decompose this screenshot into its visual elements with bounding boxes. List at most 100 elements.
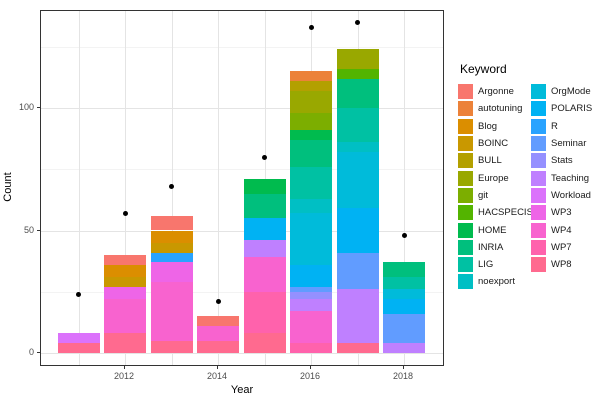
bar-segment [383, 299, 425, 314]
legend-title: Keyword [460, 62, 507, 76]
legend-label: POLARIS [551, 103, 593, 115]
legend-swatch-wp8 [531, 257, 546, 273]
legend-swatch-europe [458, 170, 473, 186]
legend-label: WP7 [551, 241, 572, 253]
x-tick-label: 2018 [392, 371, 414, 381]
legend-item: R [531, 118, 598, 135]
bar-segment [336, 208, 379, 253]
data-point [122, 210, 128, 216]
legend-label: autotuning [478, 103, 523, 115]
data-point [76, 291, 81, 297]
legend-swatch-lig [458, 257, 473, 273]
bar-segment [243, 257, 286, 292]
legend-item: Stats [531, 152, 598, 169]
legend-swatch-orgmode [531, 84, 546, 100]
legend-item: HOME [458, 221, 531, 238]
bar-segment [290, 81, 332, 91]
legend-swatch-argonne [458, 84, 473, 100]
bar-segment [104, 255, 146, 265]
bar-segment [336, 289, 379, 344]
legend-column-1: Argonne autotuning Blog BOINC BULL Europe git H… [458, 83, 533, 291]
legend-item: noexport [458, 273, 531, 290]
y-axis-tick [37, 107, 40, 108]
y-tick-label: 0 [28, 347, 34, 357]
legend-column-2: OrgMode POLARIS R Seminar Stats Teaching Workl… [531, 83, 598, 291]
bar-segment [290, 139, 332, 167]
bar-segment [383, 313, 425, 344]
gridline-minor [41, 291, 443, 293]
bar-segment [336, 343, 379, 353]
gridline-vertical [125, 11, 126, 365]
bar-segment [104, 286, 146, 300]
legend-item: Workload [531, 187, 598, 204]
legend-swatch-stats [531, 153, 546, 169]
bar-segment [290, 343, 332, 353]
legend-label: HOME [478, 224, 507, 236]
y-tick-label: 100 [18, 102, 34, 112]
legend-swatch-inria [458, 239, 473, 255]
data-point [355, 19, 360, 25]
bar-segment [150, 262, 193, 282]
x-axis-tick [217, 366, 218, 369]
gridline-major [41, 353, 443, 354]
legend-item: WP7 [531, 239, 598, 256]
legend-item: WP3 [531, 204, 598, 221]
legend-item: WP4 [531, 221, 598, 238]
bar-segment [104, 277, 146, 287]
x-axis-tick [403, 366, 404, 369]
legend-swatch-boinc [458, 136, 473, 152]
data-point [215, 299, 221, 305]
x-tick-label: 2014 [206, 371, 228, 381]
legend-swatch-wp4 [531, 222, 546, 238]
legend-label: BOINC [478, 138, 509, 150]
bar-segment [290, 213, 332, 265]
legend-item: OrgMode [531, 83, 598, 100]
bar-segment [290, 166, 332, 199]
legend-item: BOINC [458, 135, 531, 152]
legend-label: HACSPECIS [478, 207, 533, 219]
bar-segment [197, 326, 239, 341]
data-point [262, 154, 267, 160]
x-tick-label: 2012 [113, 371, 135, 381]
legend-swatch-bull [458, 153, 473, 169]
bar-segment [383, 262, 425, 278]
bar-segment [150, 340, 193, 353]
legend-swatch-seminar [531, 136, 546, 152]
legend-swatch-wp7 [531, 239, 546, 255]
legend-swatch-blog [458, 118, 473, 134]
legend-label: Argonne [478, 86, 514, 98]
bar-segment [290, 198, 332, 214]
legend-item: Europe [458, 169, 531, 186]
legend-label: Seminar [551, 138, 587, 150]
legend-label: WP3 [551, 207, 572, 219]
legend-label: Stats [551, 155, 573, 167]
bar-segment [150, 215, 193, 231]
plot-panel [40, 10, 444, 366]
bar-segment [243, 179, 286, 194]
legend-label: OrgMode [551, 86, 591, 98]
legend-item: git [458, 187, 531, 204]
legend-swatch-noexport [458, 274, 473, 290]
gridline-vertical [404, 11, 405, 365]
bar-segment [336, 108, 379, 143]
y-axis-tick [37, 229, 40, 231]
legend-item: BULL [458, 152, 531, 169]
x-axis-title: Year [230, 384, 254, 396]
bar-segment [383, 343, 425, 353]
legend-item: WP8 [531, 256, 598, 273]
bar-segment [104, 299, 146, 334]
data-point [169, 183, 174, 189]
bar-segment [290, 71, 332, 82]
bar-segment [197, 316, 239, 327]
bar-segment [290, 264, 332, 287]
legend-swatch-teaching [531, 170, 546, 186]
bar-segment [290, 299, 332, 312]
x-axis-tick [124, 366, 125, 369]
legend: Keyword Argonne autotuning Blog BOINC BULL Eu… [458, 62, 598, 291]
x-axis-tick [310, 366, 311, 369]
legend-label: WP8 [551, 259, 572, 271]
bar-segment [243, 291, 286, 334]
bar-segment [290, 286, 332, 292]
bar-segment [243, 193, 286, 219]
